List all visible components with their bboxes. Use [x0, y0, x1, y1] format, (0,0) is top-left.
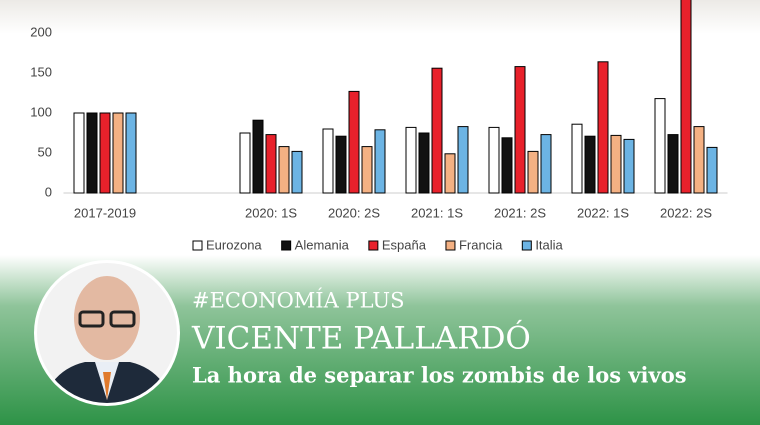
bar — [693, 126, 705, 194]
bar — [488, 126, 500, 194]
legend-swatch — [445, 240, 456, 251]
bar — [265, 134, 277, 194]
bar — [431, 67, 443, 194]
legend-swatch — [281, 240, 292, 251]
x-tick-label: 2022: 1S — [577, 205, 629, 220]
y-tick-label: 100 — [30, 104, 52, 119]
bar — [361, 146, 373, 194]
bar — [112, 112, 124, 194]
bar — [374, 129, 386, 194]
bar — [405, 126, 417, 194]
bar — [667, 134, 679, 194]
legend-label: Alemania — [295, 237, 350, 252]
bar — [444, 153, 456, 194]
bar — [322, 128, 334, 194]
bar — [597, 61, 609, 194]
y-tick-label: 150 — [30, 64, 52, 79]
legend-label: Francia — [459, 237, 503, 252]
legend-label: Italia — [535, 237, 563, 252]
bar — [457, 126, 469, 194]
bar — [706, 146, 718, 194]
headline: La hora de separar los zombis de los viv… — [192, 363, 687, 388]
bar — [125, 112, 137, 194]
y-tick-label: 50 — [38, 144, 52, 159]
x-tick-label: 2020: 2S — [328, 205, 380, 220]
x-tick-label: 2021: 1S — [411, 205, 463, 220]
bar — [86, 112, 98, 194]
legend-label: España — [382, 237, 427, 252]
bar — [540, 134, 552, 194]
bar — [654, 98, 666, 194]
x-tick-label: 2021: 2S — [494, 205, 546, 220]
bar — [252, 119, 264, 194]
bar — [584, 135, 596, 194]
bar — [99, 112, 111, 194]
bar — [527, 150, 539, 194]
photo — [34, 260, 180, 406]
tag: #ECONOMÍA PLUS — [192, 289, 404, 313]
bar — [514, 66, 526, 194]
y-tick-label: 0 — [45, 184, 52, 199]
bar — [239, 132, 251, 194]
legend-swatch — [192, 240, 203, 251]
bar — [278, 146, 290, 194]
legend-label: Eurozona — [206, 237, 262, 252]
bar — [418, 132, 430, 194]
bar — [348, 90, 360, 194]
bar — [501, 137, 513, 194]
legend-swatch — [368, 240, 379, 251]
x-tick-label: 2022: 2S — [660, 205, 712, 220]
x-tick-label: 2017-2019 — [74, 205, 136, 220]
bar — [73, 112, 85, 194]
legend-swatch — [521, 240, 532, 251]
bar — [623, 138, 635, 194]
y-tick-label: 200 — [30, 24, 52, 39]
bar — [680, 0, 692, 194]
author: VICENTE PALLARDÓ — [191, 319, 531, 357]
bar — [335, 135, 347, 194]
bar — [291, 150, 303, 194]
x-tick-label: 2020: 1S — [245, 205, 297, 220]
bar — [571, 123, 583, 194]
bar — [610, 134, 622, 194]
